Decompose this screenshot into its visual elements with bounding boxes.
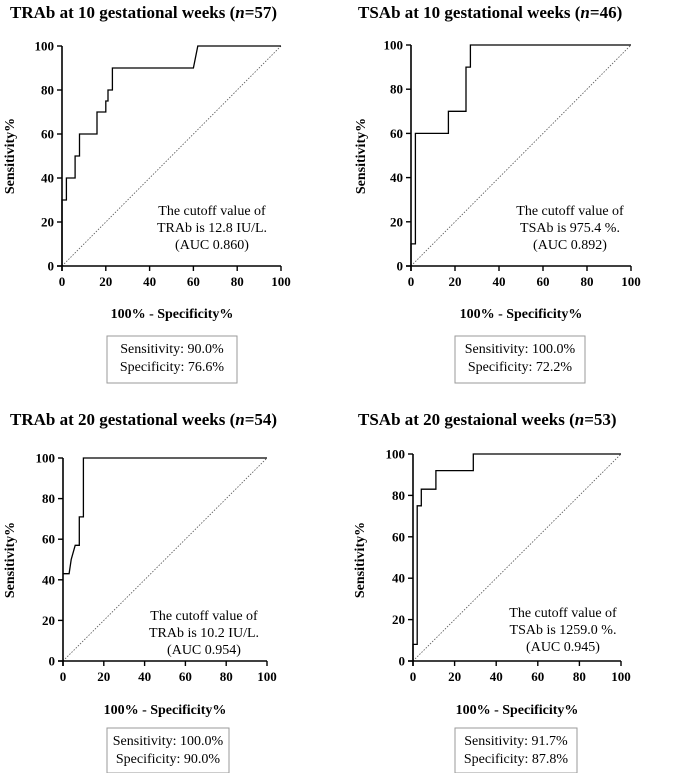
y-tick-label: 40 [42,572,55,587]
y-tick-label: 100 [35,39,55,54]
x-tick-label: 0 [60,669,67,684]
y-tick-label: 0 [48,259,55,274]
summary-box [454,335,586,384]
x-tick-label: 40 [138,669,151,684]
x-tick-label: 0 [59,274,66,289]
cutoff-annotation-line: (AUC 0.945) [526,640,600,655]
y-tick-label: 60 [42,532,55,547]
summary-box [454,727,578,773]
y-axis-label: Sensitivity% [3,522,18,598]
chart-title: TSAb at 20 gestaional weeks (n=53) [358,410,617,429]
chart-panel-1: TRAb at 10 gestational weeks (n=57) 0 20 40… [3,3,291,384]
x-axis-label: 100% - Specificity% [456,703,579,718]
roc-curve [412,453,621,661]
y-tick-label: 20 [42,613,55,628]
y-tick-label: 60 [41,127,54,142]
cutoff-annotation-line: TSAb is 975.4 %. [520,221,620,236]
x-tick-label: 0 [408,274,415,289]
cutoff-annotation-line: The cutoff value of [516,204,624,219]
x-tick-label: 100 [621,274,641,289]
x-tick-label: 20 [448,669,461,684]
y-tick-label: 40 [392,571,405,586]
sensitivity-value: Sensitivity: 91.7% [464,734,568,749]
cutoff-annotation-line: TRAb is 10.2 IU/L. [149,626,259,641]
y-tick-label: 100 [36,451,56,466]
x-tick-label: 100 [257,669,277,684]
x-tick-label: 60 [187,274,200,289]
specificity-value: Specificity: 87.8% [464,752,569,767]
y-tick-label: 20 [392,612,405,627]
x-tick-label: 20 [97,669,110,684]
cutoff-annotation-line: The cutoff value of [150,609,258,624]
x-tick-label: 60 [537,274,550,289]
sensitivity-value: Sensitivity: 100.0% [113,734,224,749]
y-axis-label: Sensitivity% [353,522,368,598]
x-tick-label: 40 [143,274,156,289]
x-tick-label: 40 [490,669,503,684]
sensitivity-value: Sensitivity: 90.0% [120,342,224,357]
x-tick-label: 40 [493,274,506,289]
roc-curve [61,45,281,266]
x-tick-label: 80 [231,274,244,289]
x-tick-label: 100 [271,274,291,289]
y-tick-label: 80 [392,488,405,503]
cutoff-annotation-line: The cutoff value of [158,204,266,219]
y-tick-label: 0 [399,654,406,669]
x-tick-label: 80 [581,274,594,289]
y-tick-label: 20 [390,214,403,229]
y-tick-label: 0 [49,654,56,669]
y-tick-label: 80 [42,491,55,506]
reference-diagonal [61,45,282,267]
x-tick-label: 60 [179,669,192,684]
y-tick-label: 80 [41,83,54,98]
y-axis-label: Sensitivity% [3,118,18,194]
chart-title: TRAb at 10 gestational weeks (n=57) [10,3,277,22]
summary-box [106,727,230,773]
y-tick-label: 100 [384,38,404,53]
summary-box [106,335,238,384]
specificity-value: Specificity: 76.6% [120,360,225,375]
x-tick-label: 0 [410,669,417,684]
roc-curve [410,44,631,266]
cutoff-annotation-line: TSAb is 1259.0 %. [510,623,617,638]
x-axis-label: 100% - Specificity% [104,703,227,718]
x-tick-label: 20 [99,274,112,289]
x-tick-label: 60 [531,669,544,684]
y-tick-label: 0 [397,259,404,274]
y-tick-label: 60 [390,126,403,141]
chart-title: TSAb at 10 gestational weeks (n=46) [358,3,622,22]
cutoff-annotation-line: (AUC 0.860) [175,238,249,253]
cutoff-annotation-line: (AUC 0.954) [167,643,241,658]
roc-curve [63,457,267,575]
x-tick-label: 100 [611,669,631,684]
reference-diagonal [410,44,632,267]
x-tick-label: 80 [573,669,586,684]
y-tick-label: 40 [390,170,403,185]
x-axis-label: 100% - Specificity% [111,307,234,322]
chart-panel-2: TSAb at 10 gestational weeks (n=46) 0 20 40… [354,3,641,384]
y-tick-label: 80 [390,82,403,97]
chart-title: TRAb at 20 gestational weeks (n=54) [10,410,277,429]
specificity-value: Specificity: 72.2% [468,360,573,375]
y-axis-label: Sensitivity% [354,118,369,194]
x-tick-label: 80 [220,669,233,684]
y-tick-label: 20 [41,215,54,230]
y-tick-label: 60 [392,529,405,544]
cutoff-annotation-line: The cutoff value of [509,606,617,621]
y-tick-label: 40 [41,171,54,186]
specificity-value: Specificity: 90.0% [116,752,221,767]
chart-panel-3: TRAb at 20 gestational weeks (n=54) 0 20 40… [3,410,277,773]
y-tick-label: 100 [386,447,406,462]
cutoff-annotation-line: TRAb is 12.8 IU/L. [157,221,267,236]
x-axis-label: 100% - Specificity% [460,307,583,322]
reference-diagonal [412,453,622,662]
sensitivity-value: Sensitivity: 100.0% [465,342,576,357]
cutoff-annotation-line: (AUC 0.892) [533,238,607,253]
chart-panel-4: TSAb at 20 gestaional weeks (n=53) 0 20 40 6… [353,410,631,773]
x-tick-label: 20 [449,274,462,289]
